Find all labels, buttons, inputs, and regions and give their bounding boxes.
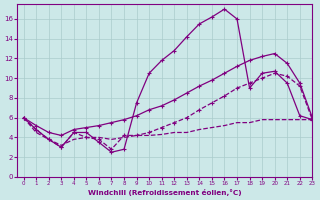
X-axis label: Windchill (Refroidissement éolien,°C): Windchill (Refroidissement éolien,°C) xyxy=(88,189,242,196)
